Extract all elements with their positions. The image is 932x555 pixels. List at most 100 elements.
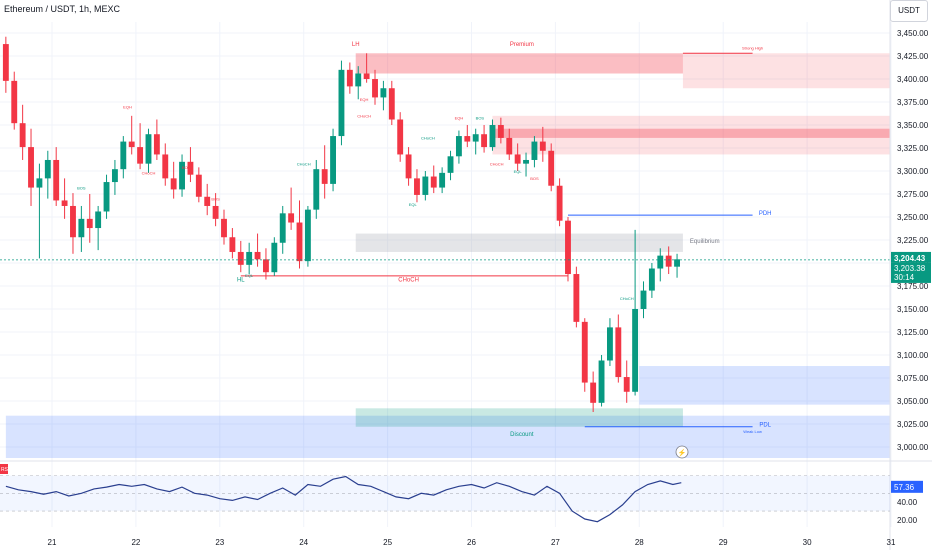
rsi-y-tick-label: 40.00 [897, 498, 918, 507]
candle-body [405, 154, 412, 179]
candle-body [2, 44, 9, 81]
current-price-label: 3,203.38 [894, 264, 926, 273]
candle-body [640, 290, 647, 309]
rsi-value-badge [891, 480, 923, 493]
rsi-value-label: 57.36 [894, 483, 915, 492]
candle-body [464, 136, 471, 142]
candle-body [506, 137, 513, 155]
discount-zone [5, 415, 891, 458]
y-tick-label: 3,350.00 [897, 121, 929, 130]
annotation-label: LH [352, 42, 360, 48]
candle-body [489, 125, 496, 148]
candle-body [632, 308, 639, 392]
premium-ext [682, 53, 890, 89]
candle-body [397, 119, 404, 155]
candle-body [472, 134, 479, 142]
candle-body [606, 327, 613, 361]
y-tick-label: 3,250.00 [897, 213, 929, 222]
candle-body [455, 136, 462, 157]
annotation-label: CHoCH [142, 171, 156, 176]
candle-body [523, 159, 529, 164]
annotation-label: EQH [455, 116, 464, 121]
y-tick-label: 3,450.00 [897, 29, 929, 38]
y-tick-label: 3,225.00 [897, 236, 929, 245]
equilibrium-zone [355, 233, 683, 252]
y-tick-label: 3,025.00 [897, 420, 929, 429]
x-tick-label: 30 [803, 538, 812, 547]
candle-body [531, 141, 538, 160]
annotation-label: EQL [514, 169, 523, 174]
annotation-label: Weak Low [743, 429, 762, 434]
x-tick-label: 28 [635, 538, 644, 547]
rsi-line [5, 475, 682, 523]
x-tick-label: 27 [551, 538, 560, 547]
annotation-label: EQL [245, 273, 254, 278]
annotation-label: CHoCH [398, 277, 419, 283]
candle-body [44, 159, 51, 179]
candle-body [590, 382, 597, 403]
candle-body [338, 69, 345, 137]
lightning-icon [675, 445, 689, 459]
last-price-badge [891, 251, 931, 263]
candle-body [657, 255, 664, 269]
candle-body [145, 134, 152, 164]
candle-body [53, 159, 60, 201]
candle-body [279, 213, 286, 243]
candle-body [111, 169, 118, 183]
annotation-label: CHoCH [357, 114, 371, 119]
rsi-y-tick-label: 20.00 [897, 516, 918, 525]
y-tick-label: 3,425.00 [897, 52, 929, 61]
annotation-label: CHoCH [421, 136, 435, 141]
candle-body [598, 360, 605, 403]
x-tick-label: 29 [719, 538, 728, 547]
x-tick-label: 21 [48, 538, 57, 547]
candle-body [313, 169, 320, 210]
y-tick-label: 3,325.00 [897, 144, 929, 153]
candle-body [447, 156, 454, 173]
fvg-zone [355, 408, 683, 427]
candle-body [195, 174, 202, 197]
candle-body [153, 134, 160, 155]
candle-body [204, 196, 211, 206]
candle-body [648, 268, 655, 291]
candle-body [296, 222, 303, 262]
y-tick-label: 3,075.00 [897, 374, 929, 383]
candle-body [61, 200, 68, 206]
candle-body [548, 150, 555, 186]
candle-body [556, 185, 563, 221]
y-tick-label: 3,275.00 [897, 190, 929, 199]
candle-body [179, 161, 185, 190]
annotation-label: EQH [360, 97, 369, 102]
candle-body [120, 141, 127, 170]
candle-body [388, 88, 395, 120]
candle-body [187, 161, 194, 175]
currency-button[interactable]: USDT [890, 0, 928, 22]
current-price-badge [891, 262, 931, 283]
candle-body [304, 209, 311, 262]
candle-body [288, 213, 295, 223]
x-tick-label: 23 [215, 538, 224, 547]
candle-body [363, 73, 370, 80]
candle-body [565, 220, 571, 275]
y-tick-label: 3,100.00 [897, 351, 929, 360]
annotation-label: Premium [510, 42, 534, 48]
candle-body [674, 259, 680, 267]
candle-body [128, 141, 135, 148]
annotation-label: BOS [530, 176, 539, 181]
candle-body [19, 123, 26, 148]
candle-body [229, 237, 236, 252]
candle-body [246, 251, 253, 265]
candle-body [137, 147, 144, 164]
chart-title: Ethereum / USDT, 1h, MEXC [4, 4, 121, 14]
candle-body [623, 377, 630, 392]
y-tick-label: 3,125.00 [897, 328, 929, 337]
candle-body [330, 136, 337, 184]
candle-body [237, 251, 244, 265]
rsi-tag-label: RSI [1, 467, 9, 473]
annotation-label: CHoCH [490, 161, 504, 166]
rsi-tag [0, 464, 8, 474]
candle-body [11, 80, 18, 124]
annotation-label: PDL [759, 423, 771, 429]
